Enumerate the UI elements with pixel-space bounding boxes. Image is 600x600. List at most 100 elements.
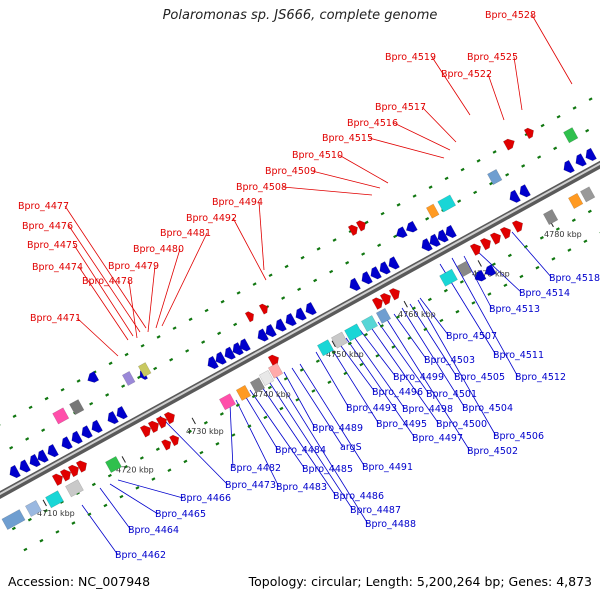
gene-label[interactable]: Bpro_4495 (376, 419, 427, 430)
reverse-gene-arrow[interactable] (59, 436, 73, 452)
reverse-gene-arrow[interactable] (213, 351, 227, 367)
forward-gene-arrow[interactable] (51, 472, 65, 486)
gene-label[interactable]: Bpro_4493 (346, 403, 397, 414)
forward-gene-arrow[interactable] (469, 242, 483, 256)
reverse-gene-arrow[interactable] (263, 323, 277, 339)
gene-label[interactable]: Bpro_4471 (30, 313, 81, 324)
gene-label[interactable]: Bpro_4476 (22, 221, 73, 232)
gene-label[interactable]: Bpro_4514 (519, 288, 570, 299)
reverse-gene-arrow[interactable] (347, 277, 361, 293)
forward-gene-arrow[interactable] (147, 419, 161, 434)
forward-gene-arrow[interactable] (371, 296, 385, 310)
gene-label[interactable]: Bpro_4492 (186, 213, 237, 224)
forward-gene-arrow[interactable] (169, 433, 181, 447)
gene-label[interactable]: Bpro_4487 (350, 505, 401, 516)
forward-gene-arrow[interactable] (388, 286, 402, 301)
gene-label[interactable]: Bpro_4466 (180, 493, 231, 504)
gene-label[interactable]: Bpro_4510 (292, 150, 343, 161)
reverse-gene-arrow[interactable] (359, 271, 373, 286)
reverse-gene-arrow[interactable] (394, 226, 408, 241)
gene-label[interactable]: Bpro_4518 (549, 273, 600, 284)
reverse-gene-arrow[interactable] (427, 233, 441, 249)
reverse-gene-arrow[interactable] (69, 430, 83, 446)
reverse-gene-arrow[interactable] (435, 229, 449, 245)
gene-label[interactable]: Bpro_4481 (160, 228, 211, 239)
gene-label[interactable]: Bpro_4519 (385, 52, 436, 63)
reverse-gene-arrow[interactable] (303, 301, 317, 317)
gene-label[interactable]: Bpro_4480 (133, 244, 184, 255)
reverse-gene-arrow[interactable] (255, 328, 269, 344)
reverse-gene-arrow[interactable] (561, 159, 575, 175)
gene-label[interactable]: argS (340, 442, 362, 453)
gene-label[interactable]: Bpro_4499 (393, 372, 444, 383)
reverse-gene-arrow[interactable] (404, 220, 418, 235)
gene-label[interactable]: Bpro_4462 (115, 550, 166, 561)
gene-label[interactable]: Bpro_4516 (347, 118, 398, 129)
reverse-gene-arrow[interactable] (230, 342, 244, 357)
gene-label[interactable]: Bpro_4485 (302, 464, 353, 475)
gene-label[interactable]: Bpro_4515 (322, 133, 373, 144)
gene-label[interactable]: Bpro_4504 (462, 403, 513, 414)
reverse-gene-arrow[interactable] (517, 184, 531, 199)
gene-label[interactable]: Bpro_4497 (412, 433, 463, 444)
gene-label[interactable]: Bpro_4503 (424, 355, 475, 366)
forward-gene-arrow[interactable] (479, 236, 493, 251)
forward-gene-arrow[interactable] (161, 438, 173, 451)
forward-gene-arrow[interactable] (67, 463, 81, 478)
forward-gene-arrow[interactable] (258, 302, 270, 315)
forward-gene-arrow[interactable] (75, 458, 89, 473)
gene-label[interactable]: Bpro_4474 (32, 262, 83, 273)
gene-label[interactable]: Bpro_4477 (18, 201, 69, 212)
gene-label[interactable]: Bpro_4478 (82, 276, 133, 287)
reverse-gene-arrow[interactable] (237, 338, 251, 354)
gene-label[interactable]: Bpro_4486 (333, 491, 384, 502)
gene-label[interactable]: Bpro_4482 (230, 463, 281, 474)
gene-label[interactable]: Bpro_4484 (275, 445, 326, 456)
forward-gene-arrow[interactable] (511, 218, 525, 233)
reverse-gene-arrow[interactable] (273, 318, 287, 334)
reverse-gene-arrow[interactable] (205, 355, 219, 371)
reverse-gene-arrow[interactable] (89, 419, 103, 435)
reverse-gene-arrow[interactable] (27, 453, 41, 469)
gene-label[interactable]: Bpro_4517 (375, 102, 426, 113)
reverse-gene-arrow[interactable] (583, 147, 597, 163)
gene-label[interactable]: Bpro_4483 (276, 482, 327, 493)
gene-label[interactable]: Bpro_4494 (212, 197, 263, 208)
reverse-gene-arrow[interactable] (45, 443, 59, 459)
gene-label[interactable]: Bpro_4513 (489, 304, 540, 315)
forward-gene-arrow[interactable] (59, 467, 73, 482)
gene-label[interactable]: Bpro_4496 (372, 387, 423, 398)
forward-gene-arrow[interactable] (502, 137, 517, 151)
gene-label[interactable]: Bpro_4511 (493, 350, 544, 361)
gene-label[interactable]: Bpro_4475 (27, 240, 78, 251)
gene-label[interactable]: Bpro_4525 (467, 52, 518, 63)
forward-gene-arrow[interactable] (489, 231, 503, 245)
gene-label[interactable]: Bpro_4506 (493, 431, 544, 442)
gene-label[interactable]: Bpro_4522 (441, 69, 492, 80)
gene-label[interactable]: Bpro_4512 (515, 372, 566, 383)
gene-label[interactable]: Bpro_4508 (236, 182, 287, 193)
reverse-gene-arrow[interactable] (79, 425, 93, 441)
reverse-gene-arrow[interactable] (419, 238, 433, 253)
forward-gene-arrow[interactable] (139, 423, 153, 438)
reverse-gene-arrow[interactable] (7, 464, 21, 480)
reverse-gene-arrow[interactable] (114, 405, 128, 421)
gene-label[interactable]: Bpro_4505 (454, 372, 505, 383)
gene-label[interactable]: Bpro_4528 (485, 10, 536, 21)
reverse-gene-arrow[interactable] (222, 346, 236, 362)
reverse-gene-arrow[interactable] (443, 224, 457, 240)
reverse-gene-arrow[interactable] (17, 459, 31, 475)
forward-gene-arrow[interactable] (355, 219, 368, 232)
gene-label[interactable]: Bpro_4509 (265, 166, 316, 177)
forward-gene-arrow[interactable] (523, 126, 536, 140)
forward-gene-arrow[interactable] (163, 410, 177, 425)
gene-label[interactable]: Bpro_4473 (225, 480, 276, 491)
forward-gene-arrow[interactable] (499, 225, 513, 240)
gene-label[interactable]: Bpro_4501 (426, 389, 477, 400)
reverse-gene-arrow[interactable] (573, 153, 587, 169)
reverse-gene-arrow[interactable] (293, 307, 307, 323)
forward-gene-arrow[interactable] (155, 414, 169, 429)
gene-label[interactable]: Bpro_4500 (436, 419, 487, 430)
forward-gene-arrow[interactable] (347, 223, 360, 236)
forward-gene-arrow[interactable] (244, 310, 256, 323)
